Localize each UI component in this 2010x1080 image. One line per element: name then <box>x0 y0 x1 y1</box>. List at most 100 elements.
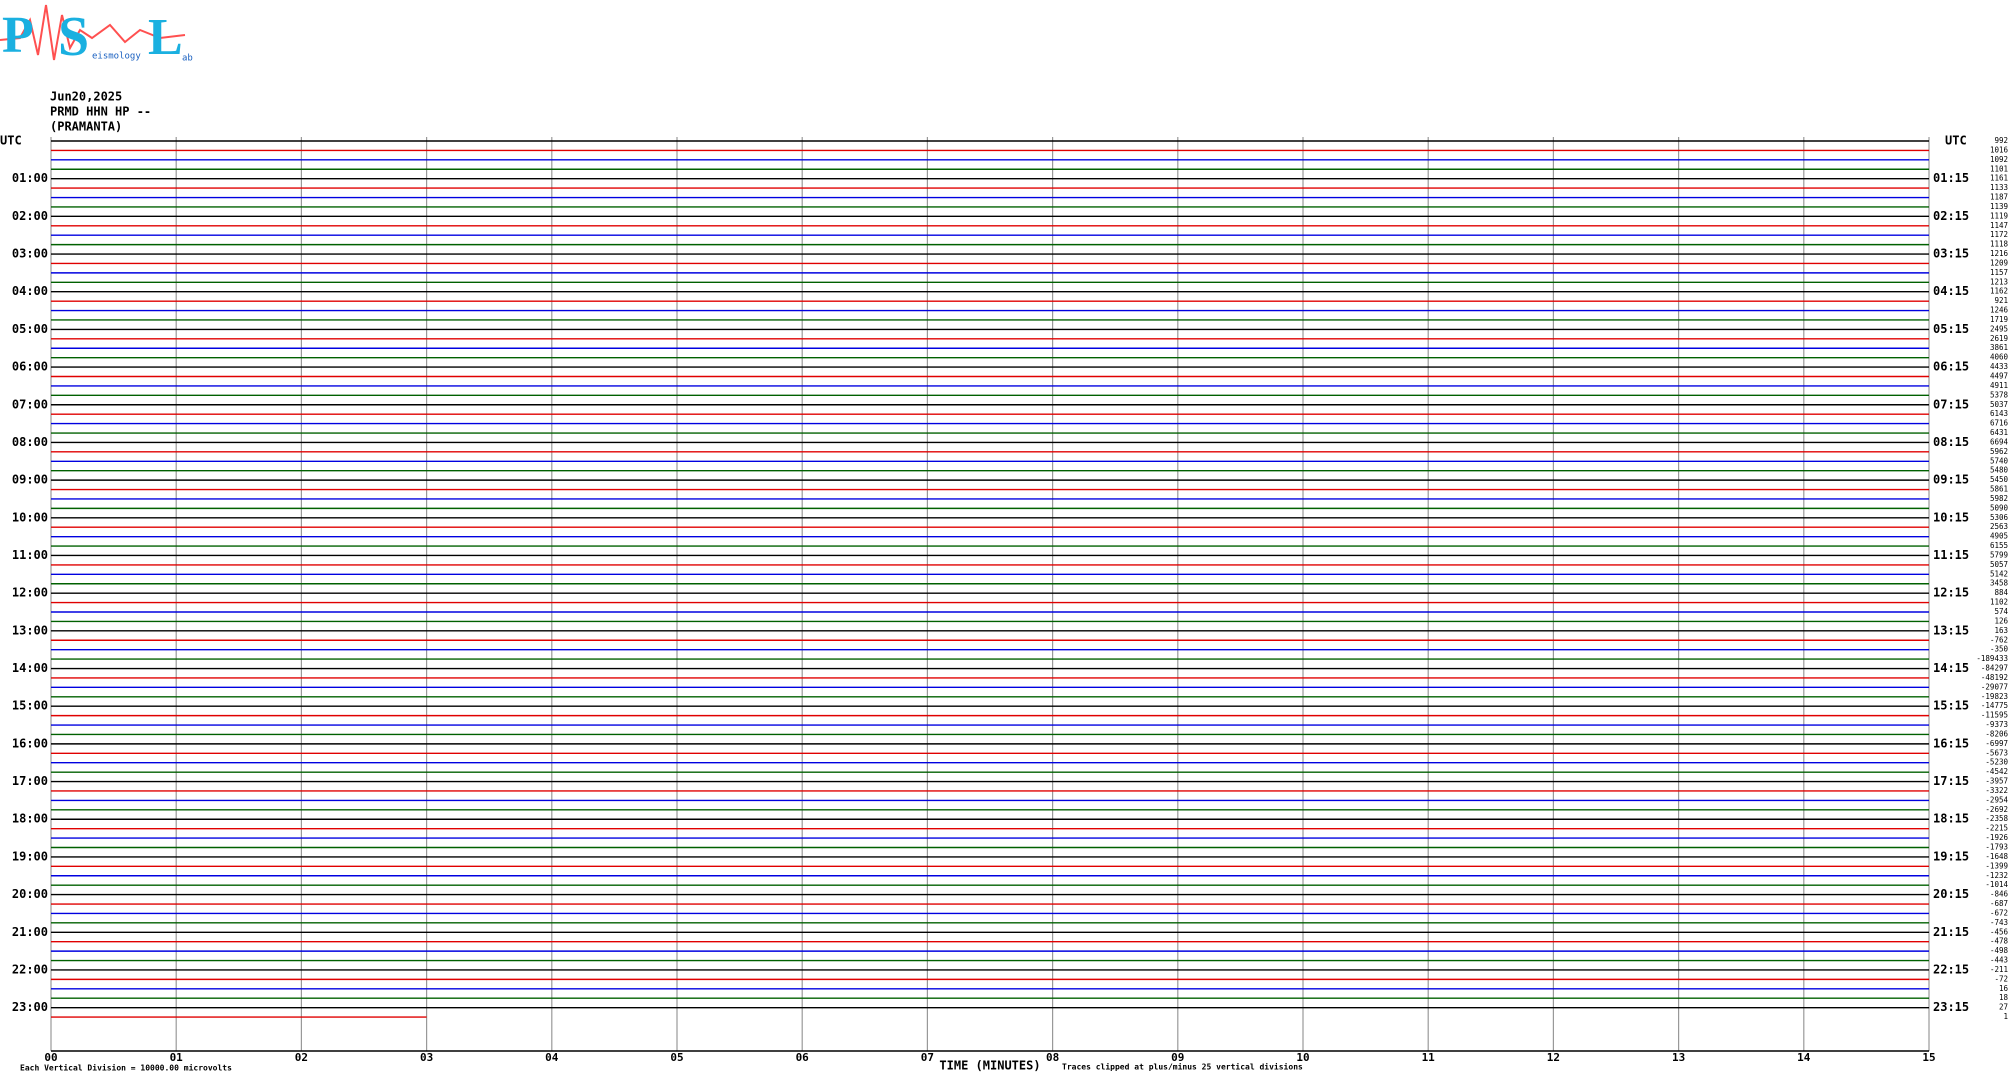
hour-label: 05:00 <box>12 322 48 336</box>
trace-value: -762 <box>1990 635 2008 644</box>
trace-value: 5861 <box>1990 485 2008 494</box>
trace-value: 1162 <box>1990 287 2008 296</box>
trace-value: 1161 <box>1990 174 2008 183</box>
trace-value: 6155 <box>1990 541 2008 550</box>
hour-label: 14:00 <box>12 661 48 675</box>
hour-label: 18:15 <box>1933 812 1969 826</box>
hour-label: 04:00 <box>12 284 48 298</box>
trace-value: 5982 <box>1990 494 2008 503</box>
trace-value: 884 <box>1994 588 2008 597</box>
trace-value: 4060 <box>1990 353 2009 362</box>
trace-value: 5799 <box>1990 550 2008 559</box>
trace-value: 4433 <box>1990 362 2008 371</box>
trace-value: -846 <box>1990 890 2009 899</box>
trace-value: 4911 <box>1990 381 2008 390</box>
logo-wave <box>0 4 186 61</box>
hour-label: 19:00 <box>12 849 48 863</box>
trace-value: -72 <box>1994 974 2008 983</box>
trace-value: -2692 <box>1985 805 2008 814</box>
trace-value: 1119 <box>1990 211 2008 220</box>
trace-value: -1648 <box>1985 852 2008 861</box>
hour-label: 16:15 <box>1933 736 1969 750</box>
trace-value: 1016 <box>1990 145 2009 154</box>
hour-label: 13:00 <box>12 623 48 637</box>
trace-value: 1246 <box>1990 306 2009 315</box>
hour-label: 06:15 <box>1933 360 1969 374</box>
trace-value: 5306 <box>1990 513 2009 522</box>
trace-value: -1793 <box>1985 843 2008 852</box>
station: PRMD HHN HP -- <box>50 105 151 119</box>
trace-value: -19823 <box>1981 692 2008 701</box>
trace-value: -687 <box>1990 899 2008 908</box>
utc-label: UTC <box>1945 134 1967 148</box>
hour-label: 02:00 <box>12 209 48 223</box>
trace-value: 6143 <box>1990 409 2008 418</box>
hour-label: 03:00 <box>12 247 48 261</box>
trace-value: 3458 <box>1990 579 2009 588</box>
trace-value: -478 <box>1990 937 2009 946</box>
trace-value: 5057 <box>1990 560 2008 569</box>
trace-value: -350 <box>1990 645 2009 654</box>
hour-label: 12:00 <box>12 586 48 600</box>
hour-label: 04:15 <box>1933 284 1969 298</box>
hour-label: 15:00 <box>12 699 48 713</box>
trace-value: -189433 <box>1976 654 2008 663</box>
trace-value: -456 <box>1990 927 2009 936</box>
trace-value: 18 <box>1999 993 2009 1002</box>
trace-value: -211 <box>1990 965 2008 974</box>
location: (PRAMANTA) <box>50 120 122 134</box>
hour-label: 22:00 <box>12 962 48 976</box>
logo-word: ab <box>182 54 193 64</box>
hour-label: 06:00 <box>12 360 48 374</box>
trace-value: -2215 <box>1985 824 2008 833</box>
trace-value: 163 <box>1994 626 2008 635</box>
hour-label: 17:15 <box>1933 774 1969 788</box>
trace-value: 6716 <box>1990 419 2009 428</box>
trace-value: 1216 <box>1990 249 2009 258</box>
trace-value: -11595 <box>1981 711 2008 720</box>
trace-value: 574 <box>1994 607 2008 616</box>
hour-label: 08:15 <box>1933 435 1969 449</box>
trace-value: -5673 <box>1985 748 2008 757</box>
date: Jun20,2025 <box>50 90 122 104</box>
trace-value: 5450 <box>1990 475 2009 484</box>
trace-value: 5142 <box>1990 569 2008 578</box>
trace-value: 4905 <box>1990 532 2008 541</box>
trace-value: 5378 <box>1990 390 2009 399</box>
trace-value: -2358 <box>1985 814 2008 823</box>
trace-value: -84297 <box>1981 664 2008 673</box>
x-tick-label: 03 <box>420 1051 433 1064</box>
trace-value: 1139 <box>1990 202 2008 211</box>
logo-letter: S <box>58 6 89 68</box>
hour-label: 05:15 <box>1933 322 1969 336</box>
trace-value: 4497 <box>1990 372 2008 381</box>
hour-label: 08:00 <box>12 435 48 449</box>
trace-value: -3322 <box>1985 786 2008 795</box>
trace-value: 16 <box>1999 984 2009 993</box>
hour-label: 02:15 <box>1933 209 1969 223</box>
trace-value: -1014 <box>1985 880 2008 889</box>
trace-value: -5230 <box>1985 758 2008 767</box>
trace-value: -4542 <box>1985 767 2008 776</box>
hour-label: 14:15 <box>1933 661 1969 675</box>
trace-value: 5962 <box>1990 447 2008 456</box>
trace-value: 1 <box>2003 1012 2008 1021</box>
hour-label: 21:00 <box>12 925 48 939</box>
logo-letter: L <box>148 9 183 66</box>
trace-value: -1926 <box>1985 833 2008 842</box>
x-tick-label: 15 <box>1922 1051 1935 1064</box>
x-tick-label: 07 <box>921 1051 934 1064</box>
trace-value: 27 <box>1999 1003 2008 1012</box>
trace-value: 3861 <box>1990 343 2008 352</box>
x-tick-label: 10 <box>1296 1051 1309 1064</box>
x-tick-label: 08 <box>1046 1051 1059 1064</box>
trace-value: 1118 <box>1990 240 2009 249</box>
trace-value: -1232 <box>1985 871 2008 880</box>
x-tick-label: 01 <box>170 1051 184 1064</box>
trace-value: 992 <box>1994 136 2008 145</box>
trace-value: 1719 <box>1990 315 2008 324</box>
hour-label: 22:15 <box>1933 962 1969 976</box>
x-tick-label: 13 <box>1672 1051 1685 1064</box>
logo-word: eismology <box>92 52 141 62</box>
trace-value: 1102 <box>1990 598 2008 607</box>
